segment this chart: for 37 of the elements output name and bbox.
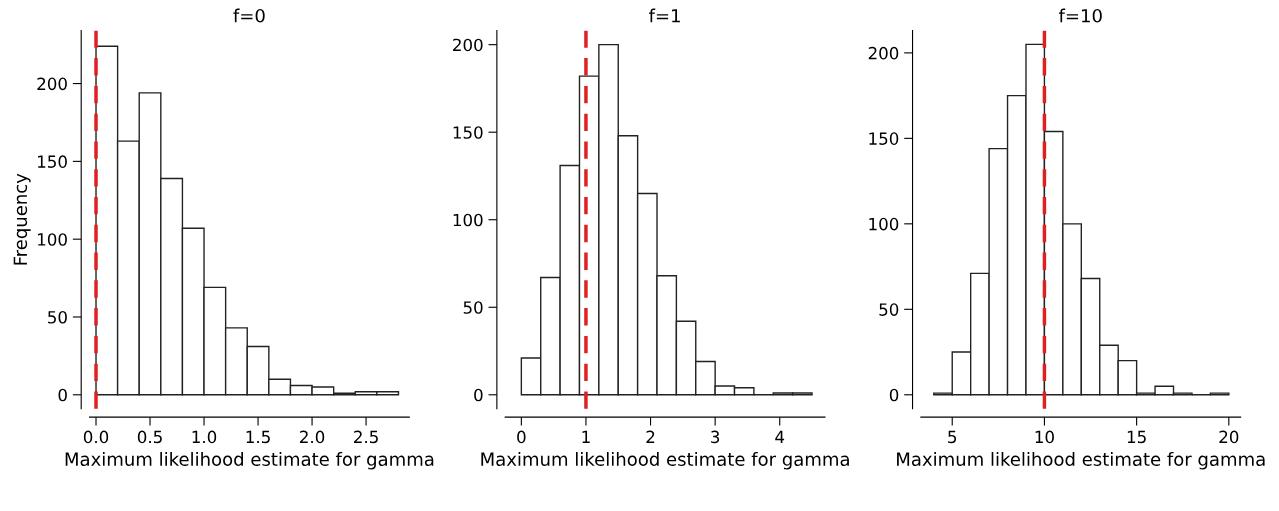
x-axis-title: Maximum likelihood estimate for gamma [65, 452, 434, 470]
x-axis-title: Maximum likelihood estimate for gamma [481, 452, 849, 470]
x-tick-label: 0.5 [137, 430, 162, 444]
y-tick-label: 50 [463, 301, 483, 314]
x-tick-label: 20 [1219, 430, 1239, 444]
chart-title: f=1 [649, 8, 680, 23]
y-tick-label: 100 [38, 233, 67, 246]
chart-title: f=10 [1058, 8, 1102, 23]
x-tick-label: 10 [1035, 430, 1054, 444]
y-axis-title: Frequency [13, 173, 31, 265]
y-tick-label: 150 [38, 155, 67, 168]
y-tick-label: 0 [58, 388, 67, 402]
y-tick-label: 0 [474, 388, 483, 402]
x-axis-title: Maximum likelihood estimate for gamma [897, 452, 1265, 470]
y-tick-label: 100 [453, 213, 483, 227]
x-tick-label: 2.0 [300, 430, 325, 444]
x-tick-label: 1.0 [192, 430, 217, 444]
x-tick-label: 0.0 [83, 430, 109, 444]
x-tick-label: 2 [646, 430, 655, 443]
chart-title: f=0 [233, 8, 265, 23]
x-tick-label: 5 [948, 430, 957, 444]
y-tick-label: 150 [453, 126, 483, 139]
x-tick-label: 1 [582, 430, 590, 443]
x-tick-label: 4 [775, 430, 785, 443]
x-tick-label: 1.5 [246, 430, 270, 444]
x-tick-label: 15 [1127, 430, 1146, 444]
x-tick-label: 3 [711, 430, 720, 444]
y-tick-label: 200 [453, 38, 483, 52]
y-tick-label: 50 [879, 303, 899, 316]
y-tick-label: 200 [868, 46, 899, 60]
y-tick-label: 100 [869, 217, 899, 231]
x-tick-label: 0 [517, 430, 526, 444]
x-tick-label: 2.5 [354, 430, 378, 444]
y-tick-label: 150 [869, 132, 899, 145]
y-tick-label: 200 [37, 77, 67, 91]
y-tick-label: 50 [48, 310, 67, 324]
y-tick-label: 0 [889, 388, 899, 402]
